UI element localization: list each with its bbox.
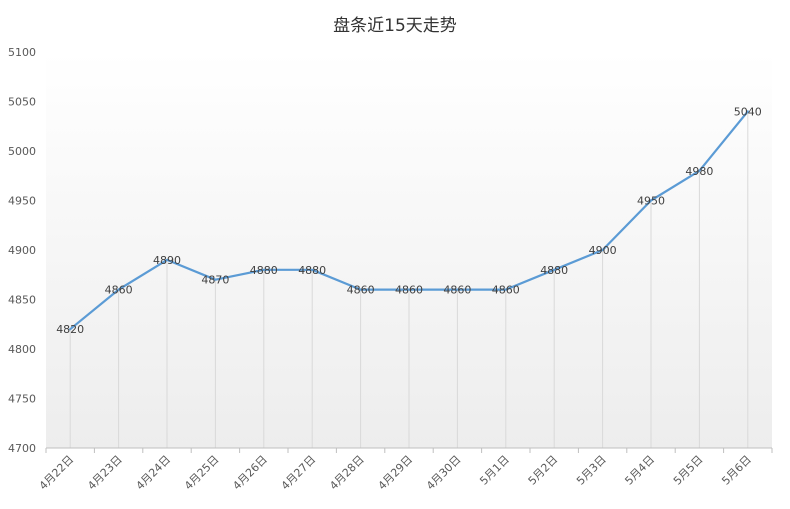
x-tick-label: 5月4日 (622, 453, 657, 488)
x-tick-label: 4月25日 (182, 453, 222, 493)
y-tick-label: 5050 (8, 96, 36, 109)
x-tick-label: 5月3日 (574, 453, 609, 488)
x-tick-label: 5月1日 (477, 453, 512, 488)
x-tick-label: 4月27日 (279, 453, 319, 493)
data-label: 4860 (105, 284, 133, 297)
data-label: 4860 (347, 284, 375, 297)
x-axis: 4月22日 4月23日 4月24日 4月25日 4月26日 4月27日 4月28日 4月29日… (37, 448, 773, 493)
x-tick-label: 4月22日 (37, 453, 77, 493)
drop-lines (69, 111, 749, 448)
x-tick-label: 5月5日 (671, 453, 706, 488)
data-label: 4880 (250, 264, 278, 277)
series-line (69, 110, 749, 331)
data-label: 4880 (298, 264, 326, 277)
data-label: 4880 (540, 264, 568, 277)
chart-title: 盘条近15天走势 (333, 16, 457, 36)
data-label: 4890 (153, 254, 181, 267)
x-tick-label: 4月30日 (424, 453, 464, 493)
y-tick-label: 4800 (8, 343, 36, 356)
data-label: 4860 (492, 284, 520, 297)
data-label: 4900 (589, 244, 617, 257)
y-tick-label: 5000 (8, 145, 36, 158)
data-label: 5040 (734, 105, 762, 118)
data-label: 4860 (395, 284, 423, 297)
x-tick-label: 4月29日 (376, 453, 416, 493)
x-tick-label: 5月2日 (526, 453, 561, 488)
data-label: 4860 (443, 284, 471, 297)
data-label: 4870 (201, 274, 229, 287)
data-label: 4980 (685, 165, 713, 178)
y-tick-label: 5100 (8, 46, 36, 59)
x-tick-label: 4月28日 (327, 453, 367, 493)
y-axis: 4700 4750 4800 4850 4900 4950 5000 5050 5100 (8, 46, 36, 455)
x-tick-label: 4月26日 (230, 453, 270, 493)
y-tick-label: 4750 (8, 393, 36, 406)
x-tick-label: 4月24日 (134, 453, 174, 493)
x-tick-label: 5月6日 (719, 453, 754, 488)
y-tick-label: 4950 (8, 195, 36, 208)
data-labels: 4820 4860 4890 4870 4880 4880 4860 4860 4860 4860… (56, 105, 762, 336)
y-tick-label: 4700 (8, 442, 36, 455)
x-tick-label: 4月23日 (85, 453, 125, 493)
data-label: 4950 (637, 195, 665, 208)
y-tick-label: 4900 (8, 244, 36, 257)
y-tick-label: 4850 (8, 294, 36, 307)
data-label: 4820 (56, 323, 84, 336)
